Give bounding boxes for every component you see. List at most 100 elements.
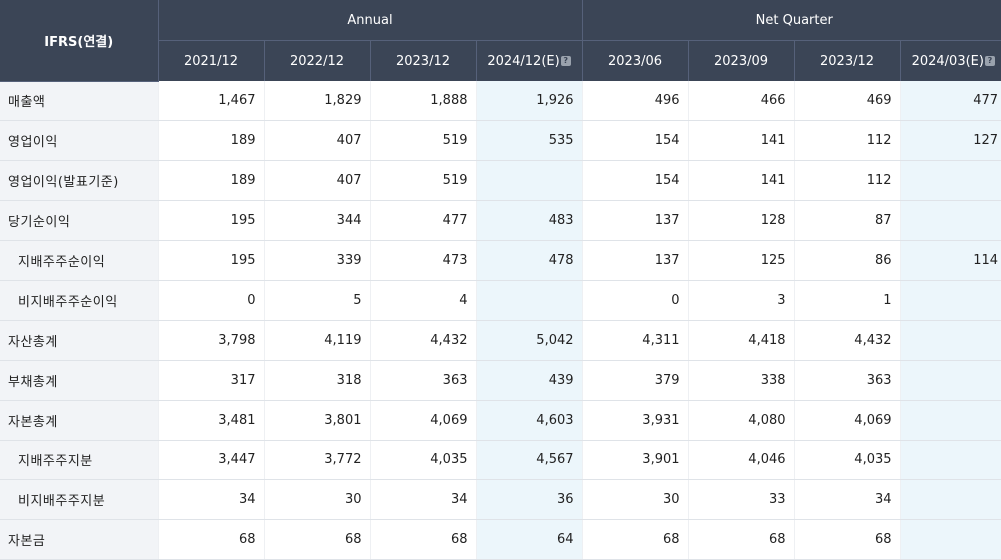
value-cell <box>475 160 583 202</box>
value-cell: 36 <box>475 479 583 521</box>
value-cell: 3,481 <box>157 400 264 441</box>
table-body: 매출액 1,467 1,829 1,888 1,926 496 466 469 477 영업이익 1… <box>0 81 1001 560</box>
table-row: 자산총계 3,798 4,119 4,432 5,042 4,311 4,418 4,432 <box>0 320 1001 361</box>
value-cell: 189 <box>157 120 264 162</box>
value-cell: 1 <box>793 280 901 321</box>
table-header: IFRS(연결) Annual Net Quarter 2021/12 2022… <box>0 0 1001 82</box>
value-cell: 4,119 <box>263 320 370 361</box>
value-cell: 363 <box>793 360 901 401</box>
period-header-estimate: 2024/12(E)? <box>475 40 583 81</box>
value-cell: 195 <box>157 240 264 281</box>
table-row: 지배주주순이익 195 339 473 478 137 125 86 114 <box>0 240 1001 281</box>
value-cell: 469 <box>793 81 901 122</box>
row-label: 매출액 <box>0 81 158 122</box>
value-cell: 407 <box>263 160 370 202</box>
value-cell: 68 <box>263 519 370 560</box>
value-cell: 477 <box>369 200 476 242</box>
value-cell: 344 <box>263 200 370 242</box>
value-cell: 379 <box>581 360 689 401</box>
value-cell: 1,829 <box>263 81 370 122</box>
value-cell: 3,901 <box>581 440 689 481</box>
value-cell: 30 <box>263 479 370 521</box>
period-label: 2023/06 <box>608 53 663 69</box>
value-cell: 477 <box>899 81 1001 122</box>
value-cell <box>475 280 583 321</box>
value-cell: 195 <box>157 200 264 242</box>
value-cell: 64 <box>475 519 583 560</box>
value-cell: 141 <box>687 160 795 202</box>
value-cell: 0 <box>581 280 689 321</box>
value-cell: 86 <box>793 240 901 281</box>
row-label: 비지배주주순이익 <box>0 280 158 321</box>
table-row: 자본총계 3,481 3,801 4,069 4,603 3,931 4,080 4,069 <box>0 400 1001 441</box>
value-cell: 473 <box>369 240 476 281</box>
row-label: 부채총계 <box>0 360 158 401</box>
period-label: 2021/12 <box>183 53 238 69</box>
value-cell: 154 <box>581 120 689 162</box>
row-label: 당기순이익 <box>0 200 158 242</box>
period-label: 2023/12 <box>820 53 875 69</box>
value-cell: 4,069 <box>793 400 901 441</box>
value-cell: 478 <box>475 240 583 281</box>
value-cell: 519 <box>369 160 476 202</box>
value-cell: 363 <box>369 360 476 401</box>
value-cell: 4,311 <box>581 320 689 361</box>
value-cell: 5 <box>263 280 370 321</box>
value-cell: 407 <box>263 120 370 162</box>
table-row: 당기순이익 195 344 477 483 137 128 87 <box>0 200 1001 242</box>
value-cell: 4,432 <box>369 320 476 361</box>
period-header: 2022/12 <box>263 40 370 81</box>
value-cell: 3,801 <box>263 400 370 441</box>
value-cell: 4,080 <box>687 400 795 441</box>
value-cell: 4,069 <box>369 400 476 441</box>
row-label: 비지배주주지분 <box>0 479 158 521</box>
period-label: 2024/12(E) <box>487 53 560 69</box>
value-cell: 141 <box>687 120 795 162</box>
help-icon[interactable]: ? <box>984 56 995 66</box>
value-cell: 30 <box>581 479 689 521</box>
annual-group-header: Annual <box>158 0 583 41</box>
value-cell: 34 <box>157 479 264 521</box>
table-row: 영업이익(발표기준) 189 407 519 154 141 112 <box>0 160 1001 202</box>
value-cell <box>899 440 1001 481</box>
value-cell: 112 <box>793 160 901 202</box>
period-header: 2023/06 <box>581 40 689 81</box>
value-cell <box>899 479 1001 521</box>
row-label: 영업이익(발표기준) <box>0 160 158 202</box>
period-header: 2023/12 <box>793 40 901 81</box>
value-cell: 112 <box>793 120 901 162</box>
table-row: 영업이익 189 407 519 535 154 141 112 127 <box>0 120 1001 162</box>
value-cell: 318 <box>263 360 370 401</box>
value-cell <box>899 160 1001 202</box>
value-cell: 4,432 <box>793 320 901 361</box>
help-icon[interactable]: ? <box>560 56 571 66</box>
value-cell: 4,046 <box>687 440 795 481</box>
value-cell: 137 <box>581 240 689 281</box>
period-label: 2022/12 <box>289 53 344 69</box>
value-cell: 125 <box>687 240 795 281</box>
value-cell: 0 <box>157 280 264 321</box>
value-cell: 33 <box>687 479 795 521</box>
value-cell: 4,035 <box>793 440 901 481</box>
value-cell: 34 <box>793 479 901 521</box>
period-label: 2023/12 <box>395 53 450 69</box>
value-cell <box>899 519 1001 560</box>
period-label: 2023/09 <box>714 53 769 69</box>
value-cell <box>899 400 1001 441</box>
value-cell: 4,603 <box>475 400 583 441</box>
value-cell: 3,772 <box>263 440 370 481</box>
period-header: 2021/12 <box>157 40 264 81</box>
value-cell: 68 <box>793 519 901 560</box>
value-cell: 137 <box>581 200 689 242</box>
value-cell: 339 <box>263 240 370 281</box>
value-cell: 3,798 <box>157 320 264 361</box>
value-cell: 3 <box>687 280 795 321</box>
row-label: 영업이익 <box>0 120 158 162</box>
value-cell: 496 <box>581 81 689 122</box>
period-label: 2024/03(E) <box>911 53 984 69</box>
value-cell: 4,035 <box>369 440 476 481</box>
value-cell: 1,467 <box>157 81 264 122</box>
value-cell <box>899 200 1001 242</box>
value-cell: 439 <box>475 360 583 401</box>
